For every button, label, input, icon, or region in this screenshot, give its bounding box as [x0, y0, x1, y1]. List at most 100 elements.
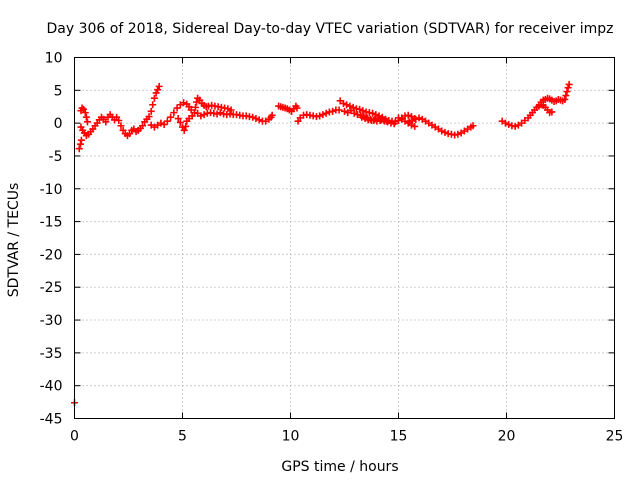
- data-point: [505, 120, 513, 128]
- x-tick-label: 10: [282, 429, 300, 445]
- data-point: [359, 107, 367, 115]
- data-point: [369, 109, 377, 117]
- data-point: [395, 114, 402, 122]
- data-point: [565, 80, 573, 88]
- data-point: [77, 140, 85, 148]
- data-point: [145, 113, 153, 121]
- y-tick-label: -25: [40, 280, 63, 296]
- data-point: [163, 117, 171, 125]
- data-point: [216, 109, 224, 117]
- data-point: [329, 107, 337, 115]
- data-point: [377, 116, 385, 124]
- data-point: [83, 118, 91, 126]
- data-point: [454, 130, 462, 138]
- data-point: [343, 101, 351, 109]
- data-point: [319, 111, 327, 119]
- y-tick-label: 0: [54, 116, 63, 132]
- data-point: [384, 118, 392, 126]
- y-tick-label: 10: [45, 51, 63, 67]
- data-point: [224, 105, 232, 113]
- data-point: [356, 105, 364, 113]
- x-tick-labels: 0 5 10 15 20 25: [70, 429, 623, 445]
- x-tick-label: 25: [606, 429, 624, 445]
- data-point: [150, 94, 158, 102]
- data-point: [501, 119, 509, 127]
- data-point: [390, 120, 398, 128]
- x-tick-label: 15: [390, 429, 408, 445]
- data-point: [197, 112, 205, 120]
- plot-frame: [74, 57, 615, 419]
- data-point: [562, 92, 570, 100]
- chart-title: Day 306 of 2018, Sidereal Day-to-day VTE…: [47, 21, 614, 37]
- data-point: [191, 103, 199, 111]
- data-point: [511, 122, 519, 130]
- y-tick-labels: 10 5 0 -5 -10 -15 -20 -25 -30 -35 -40 -45: [40, 51, 63, 428]
- data-point: [368, 117, 375, 125]
- data-point: [157, 119, 165, 127]
- data-point: [77, 136, 85, 144]
- data-point: [412, 115, 420, 123]
- data-point: [335, 106, 343, 114]
- y-tick-label: -45: [40, 412, 63, 428]
- data-point: [268, 111, 276, 119]
- data-point: [339, 99, 347, 107]
- data-point: [548, 108, 556, 116]
- data-point: [411, 122, 419, 130]
- data-point: [160, 120, 168, 128]
- data-point: [564, 84, 572, 92]
- data-point: [213, 110, 221, 118]
- data-point: [563, 88, 571, 96]
- data-point: [149, 101, 157, 109]
- data-point: [316, 112, 324, 120]
- data-point: [561, 96, 569, 104]
- data-point: [180, 99, 188, 107]
- data-point: [374, 115, 382, 123]
- data-point: [372, 111, 380, 119]
- y-tick-label: -30: [40, 313, 63, 329]
- data-point: [361, 115, 369, 123]
- data-point: [405, 118, 413, 126]
- x-tick-label: 20: [498, 429, 516, 445]
- data-point: [252, 115, 260, 123]
- data-point: [78, 104, 86, 112]
- data-point: [167, 113, 175, 121]
- data-point: [139, 122, 147, 130]
- y-tick-label: -15: [40, 215, 63, 231]
- y-tick-label: -35: [40, 346, 63, 362]
- data-point: [346, 102, 354, 110]
- data-point: [147, 107, 155, 115]
- data-point: [350, 109, 358, 117]
- data-point: [81, 109, 89, 117]
- data-point: [115, 117, 123, 125]
- data-series-sdtvar: [71, 80, 573, 407]
- y-tick-label: -40: [40, 379, 63, 395]
- data-point: [322, 109, 330, 117]
- data-point: [173, 104, 181, 112]
- data-point: [182, 122, 190, 130]
- data-point: [200, 111, 208, 119]
- data-point: [441, 128, 449, 136]
- x-tick-label: 5: [178, 429, 187, 445]
- data-point: [415, 114, 423, 122]
- data-point: [174, 115, 182, 123]
- data-point: [469, 122, 477, 130]
- data-point: [293, 104, 301, 112]
- data-point: [117, 122, 125, 130]
- data-point: [227, 106, 235, 114]
- data-point: [102, 118, 110, 126]
- x-axis-label: GPS time / hours: [281, 459, 398, 475]
- data-point: [176, 118, 184, 126]
- x-tick-label: 0: [70, 429, 79, 445]
- y-tick-label: 5: [54, 83, 63, 99]
- data-point: [249, 113, 257, 121]
- data-point: [341, 107, 348, 115]
- data-point: [255, 116, 263, 124]
- data-point: [404, 111, 412, 119]
- data-point: [82, 113, 90, 121]
- data-point: [75, 145, 83, 153]
- y-tick-label: -20: [40, 247, 63, 263]
- data-point: [152, 89, 160, 97]
- data-point: [154, 86, 162, 94]
- y-tick-label: -5: [49, 149, 63, 165]
